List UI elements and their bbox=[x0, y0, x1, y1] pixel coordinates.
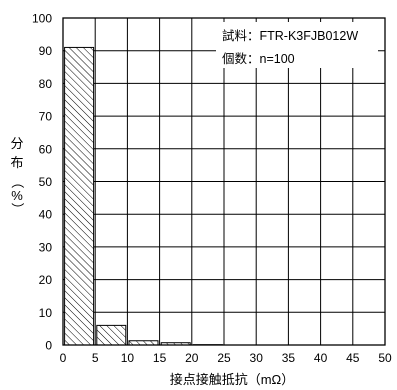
legend-count-text: 個数：n=100 bbox=[222, 51, 295, 66]
y-axis-label-glyph: （ bbox=[10, 175, 25, 188]
x-tick-label: 35 bbox=[282, 351, 296, 365]
x-axis-label: 接点接触抵抗（mΩ） bbox=[170, 372, 295, 387]
legend-background bbox=[216, 22, 378, 68]
bar-1 bbox=[96, 324, 127, 346]
y-tick-label: 100 bbox=[32, 12, 52, 26]
x-tick-label: 40 bbox=[314, 351, 328, 365]
x-tick-label: 25 bbox=[217, 351, 231, 365]
grid-lines bbox=[63, 18, 385, 345]
bars bbox=[64, 46, 223, 346]
x-tick-label: 50 bbox=[378, 351, 392, 365]
y-tick-label: 90 bbox=[39, 44, 53, 58]
x-tick-label: 15 bbox=[153, 351, 167, 365]
y-axis-label-glyph: 布 bbox=[10, 155, 23, 170]
y-tick-label: 30 bbox=[39, 240, 53, 254]
y-tick-label: 0 bbox=[45, 339, 52, 353]
x-tick-label: 20 bbox=[185, 351, 199, 365]
x-tick-label: 10 bbox=[121, 351, 135, 365]
x-tick-label: 5 bbox=[92, 351, 99, 365]
y-axis-label-glyph: 分 bbox=[10, 136, 23, 151]
y-tick-label: 50 bbox=[39, 175, 53, 189]
y-tick-label: 70 bbox=[39, 110, 53, 124]
y-tick-labels: 0 10 20 30 40 50 60 70 80 90 100 bbox=[32, 12, 52, 353]
x-tick-label: 0 bbox=[60, 351, 67, 365]
bar-0 bbox=[64, 46, 95, 346]
legend: 試料：FTR-K3FJB012W 個数：n=100 bbox=[216, 22, 378, 68]
x-tick-labels: 0 5 10 15 20 25 30 35 40 45 50 bbox=[60, 351, 392, 365]
y-tick-label: 80 bbox=[39, 77, 53, 91]
y-tick-label: 20 bbox=[39, 273, 53, 287]
y-tick-label: 60 bbox=[39, 142, 53, 156]
y-tick-label: 40 bbox=[39, 208, 53, 222]
x-tick-label: 30 bbox=[250, 351, 264, 365]
y-tick-label: 10 bbox=[39, 306, 53, 320]
legend-sample-text: 試料：FTR-K3FJB012W bbox=[222, 28, 358, 43]
y-axis-label-glyph: ） bbox=[10, 202, 25, 215]
x-tick-label: 45 bbox=[346, 351, 360, 365]
y-axis-label-glyph: % bbox=[11, 188, 23, 203]
y-axis-label: 分布 （%） bbox=[10, 136, 25, 216]
plot-frame bbox=[62, 17, 386, 346]
